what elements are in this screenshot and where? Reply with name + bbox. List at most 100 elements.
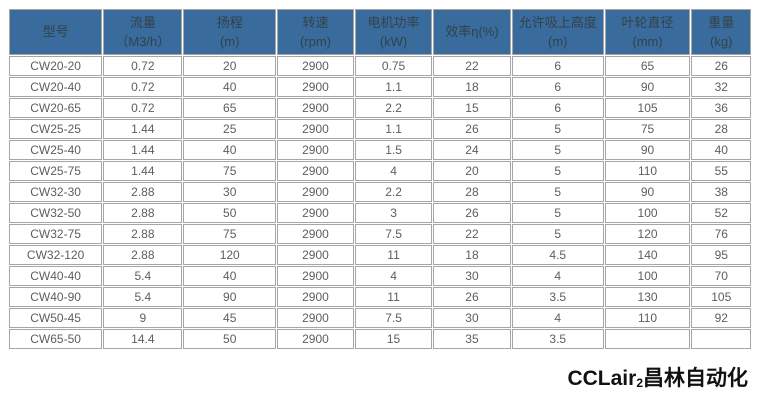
table-cell: 15	[433, 98, 511, 118]
table-row: CW25-75 1.44 75 2900 4 20 5 110 55	[9, 161, 751, 181]
table-cell: 2900	[276, 119, 354, 139]
table-cell: 24	[433, 140, 511, 160]
table-cell: 0.72	[103, 98, 183, 118]
column-header: 叶轮直径(mm)	[604, 9, 691, 55]
table-cell: 2.2	[355, 98, 433, 118]
table-cell: CW20-65	[9, 98, 103, 118]
table-cell: 6	[511, 56, 604, 76]
table-cell: 2.88	[103, 245, 183, 265]
table-cell: 30	[433, 308, 511, 328]
table-cell: 7.5	[355, 224, 433, 244]
table-cell: 38	[691, 182, 751, 202]
table-cell: 75	[183, 224, 276, 244]
table-cell: 40	[183, 77, 276, 97]
table-cell: CW40-40	[9, 266, 103, 286]
table-cell: 36	[691, 98, 751, 118]
table-cell: 6	[511, 77, 604, 97]
table-cell: 35	[433, 329, 511, 349]
table-cell: 2900	[276, 140, 354, 160]
table-cell: 1.1	[355, 119, 433, 139]
column-header: 效率η(%)	[433, 9, 511, 55]
table-cell: 70	[691, 266, 751, 286]
table-cell: 5	[511, 140, 604, 160]
table-cell: 4	[511, 266, 604, 286]
table-cell: 1.1	[355, 77, 433, 97]
table-cell: 5	[511, 224, 604, 244]
table-cell: 90	[604, 140, 691, 160]
table-cell: 5	[511, 182, 604, 202]
table-cell: 4	[511, 308, 604, 328]
table-cell: CW32-30	[9, 182, 103, 202]
table-cell: 90	[604, 77, 691, 97]
table-row: CW25-25 1.44 25 2900 1.1 26 5 75 28	[9, 119, 751, 139]
table-cell: 2900	[276, 182, 354, 202]
table-cell: 2.2	[355, 182, 433, 202]
table-cell: 90	[604, 182, 691, 202]
table-cell: 2900	[276, 224, 354, 244]
table-cell: 3	[355, 203, 433, 223]
table-row: CW20-40 0.72 40 2900 1.1 18 6 90 32	[9, 77, 751, 97]
table-cell: CW32-50	[9, 203, 103, 223]
table-cell: CW25-25	[9, 119, 103, 139]
table-cell: 3.5	[511, 287, 604, 307]
table-row: CW50-45 9 45 2900 7.5 30 4 110 92	[9, 308, 751, 328]
table-cell: 65	[183, 98, 276, 118]
table-cell: 65	[604, 56, 691, 76]
table-cell: 2900	[276, 329, 354, 349]
table-cell: 75	[183, 161, 276, 181]
table-cell: 1.44	[103, 119, 183, 139]
table-cell: 5.4	[103, 287, 183, 307]
table-cell: 22	[433, 224, 511, 244]
pump-spec-table: 型号 流量（M3/h） 扬程 (m) 转速 (rpm) 电机功率(kW) 效率η(%) 允许吸上…	[8, 8, 752, 350]
table-cell: 55	[691, 161, 751, 181]
table-cell: 18	[433, 77, 511, 97]
table-cell: 15	[355, 329, 433, 349]
table-cell: CW32-120	[9, 245, 103, 265]
table-cell: 11	[355, 245, 433, 265]
table-cell: 100	[604, 266, 691, 286]
table-cell: 4	[355, 266, 433, 286]
table-cell: 26	[433, 119, 511, 139]
table-cell: 20	[433, 161, 511, 181]
table-cell: 26	[433, 203, 511, 223]
table-row: CW32-75 2.88 75 2900 7.5 22 5 120 76	[9, 224, 751, 244]
watermark-latin: CCLair	[567, 367, 637, 390]
table-cell: 2.88	[103, 182, 183, 202]
table-cell: 28	[691, 119, 751, 139]
table-row: CW20-20 0.72 20 2900 0.75 22 6 65 26	[9, 56, 751, 76]
table-row: CW32-50 2.88 50 2900 3 26 5 100 52	[9, 203, 751, 223]
table-cell: 50	[183, 203, 276, 223]
table-cell: 5	[511, 119, 604, 139]
table-cell: 9	[103, 308, 183, 328]
table-cell: 1.5	[355, 140, 433, 160]
table-cell: CW65-50	[9, 329, 103, 349]
table-cell: 32	[691, 77, 751, 97]
table-cell: 0.72	[103, 77, 183, 97]
column-header: 允许吸上高度(m)	[511, 9, 604, 55]
table-cell: 7.5	[355, 308, 433, 328]
table-cell: 75	[604, 119, 691, 139]
table-cell: 28	[433, 182, 511, 202]
table-row: CW65-50 14.4 50 2900 15 35 3.5	[9, 329, 751, 349]
table-cell: 110	[604, 161, 691, 181]
table-cell: 100	[604, 203, 691, 223]
column-header: 型号	[9, 9, 103, 55]
table-cell: 40	[691, 140, 751, 160]
watermark: CCLair2昌林自动化	[567, 362, 748, 392]
column-header: 扬程 (m)	[183, 9, 276, 55]
column-header: 流量（M3/h）	[103, 9, 183, 55]
watermark-cjk: 昌林自动化	[643, 367, 748, 390]
column-header: 转速 (rpm)	[276, 9, 354, 55]
table-cell: 105	[691, 287, 751, 307]
table-cell: CW40-90	[9, 287, 103, 307]
table-cell: 4	[355, 161, 433, 181]
table-cell: 30	[183, 182, 276, 202]
table-cell: CW20-40	[9, 77, 103, 97]
table-cell: 2900	[276, 287, 354, 307]
table-row: CW20-65 0.72 65 2900 2.2 15 6 105 36	[9, 98, 751, 118]
table-cell	[691, 329, 751, 349]
table-cell: 120	[604, 224, 691, 244]
table-cell: 50	[183, 329, 276, 349]
table-cell: 11	[355, 287, 433, 307]
